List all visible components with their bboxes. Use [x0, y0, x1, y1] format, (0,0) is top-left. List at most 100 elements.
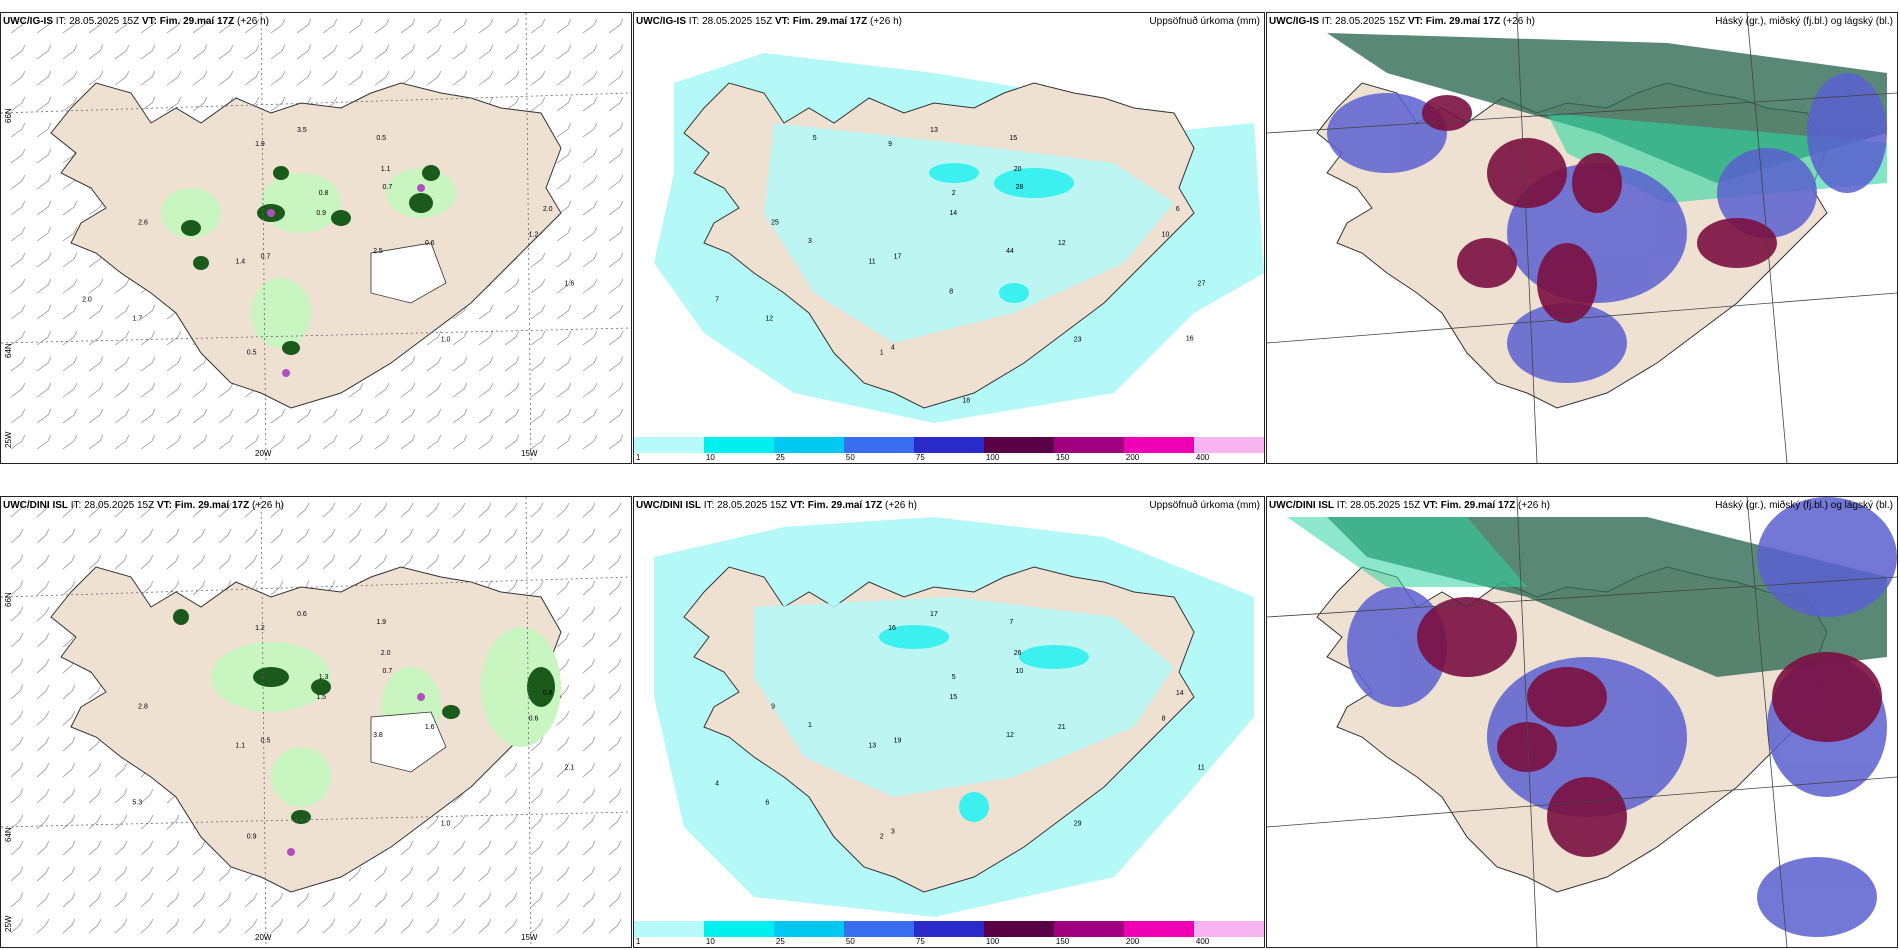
wind-barb — [348, 528, 362, 544]
wind-barb — [426, 502, 440, 518]
wind-barb — [348, 554, 362, 570]
wind-barb — [608, 502, 622, 518]
wind-barb — [10, 174, 26, 190]
colorbar-swatch — [1054, 437, 1125, 453]
wind-barb — [244, 892, 258, 908]
wind-barb — [530, 840, 544, 856]
value-label: 1.1 — [235, 743, 245, 750]
wind-barb — [608, 580, 622, 596]
wind-barb — [36, 840, 50, 856]
low-cloud-patches — [1417, 597, 1882, 857]
value-label: 0.7 — [261, 253, 271, 260]
wind-barb — [166, 814, 180, 830]
wind-barb — [270, 96, 286, 112]
wind-barb — [582, 96, 598, 112]
wind-barb — [88, 278, 104, 294]
value-label: 1.7 — [132, 315, 142, 322]
colorbar-swatch — [1193, 437, 1264, 453]
wind-barb — [140, 840, 154, 856]
value-label: 1 — [880, 350, 884, 357]
wind-barb — [608, 304, 624, 320]
wind-barb — [166, 918, 180, 934]
colorbar-swatch — [913, 921, 985, 937]
colorbar-tick-label: 1 — [635, 937, 641, 946]
graticule — [1267, 13, 1897, 463]
wind-barb — [218, 528, 232, 544]
wind-barb — [10, 814, 24, 830]
wind-barb — [478, 528, 492, 544]
low-cloud-patches — [1422, 95, 1777, 323]
panel-title: UWC/DINI ISL IT: 28.05.2025 15Z VT: Fim.… — [3, 500, 284, 511]
value-label: 9 — [771, 703, 775, 710]
wind-barb — [270, 434, 286, 450]
wind-barb — [36, 200, 52, 216]
wind-barb — [10, 528, 24, 544]
wind-barb — [10, 840, 24, 856]
wind-barb — [426, 18, 442, 34]
wind-barb — [62, 710, 76, 726]
wind-barb — [400, 502, 414, 518]
wind-barb — [608, 96, 624, 112]
wind-barb — [114, 278, 130, 294]
precip-blobs-dark — [173, 609, 555, 824]
value-label: 12 — [765, 315, 773, 322]
wind-barb — [36, 892, 50, 908]
precip-heavy — [929, 163, 1074, 303]
wind-barb — [452, 330, 468, 346]
wind-barb — [36, 122, 52, 138]
wind-barb — [36, 814, 50, 830]
value-label: 15 — [949, 694, 957, 701]
wind-barb — [608, 606, 622, 622]
wind-barb — [608, 632, 622, 648]
colorbar-tick-label: 150 — [1055, 453, 1070, 462]
wind-barb — [582, 658, 596, 674]
wind-barb — [62, 96, 78, 112]
wind-barb — [166, 866, 180, 882]
value-label: 8 — [1162, 716, 1166, 723]
value-label: 2 — [952, 190, 956, 197]
wind-barb — [88, 554, 102, 570]
wind-barb — [556, 502, 570, 518]
wind-barb — [452, 814, 466, 830]
wind-barb — [348, 18, 364, 34]
wind-barb — [62, 44, 78, 60]
wind-barb — [582, 200, 598, 216]
wind-barb — [608, 174, 624, 190]
wind-barb — [582, 148, 598, 164]
wind-barb — [114, 502, 128, 518]
wind-barb — [530, 278, 546, 294]
wind-barb — [348, 866, 362, 882]
wind-barb — [88, 866, 102, 882]
wind-barb — [36, 304, 52, 320]
value-label: 3.8 — [373, 732, 383, 739]
wind-barb — [608, 866, 622, 882]
map-clouds-dini — [1267, 497, 1897, 947]
wind-barb — [10, 96, 26, 112]
wind-barb — [218, 918, 232, 934]
value-label: 2 — [880, 834, 884, 841]
wind-barb — [192, 408, 208, 424]
field-label: Uppsöfnuð úrkoma (mm) — [1149, 16, 1260, 27]
wind-barb — [478, 502, 492, 518]
wind-barb — [62, 502, 76, 518]
wind-barb — [88, 840, 102, 856]
wind-barb — [192, 96, 208, 112]
wind-barb — [36, 252, 52, 268]
wind-barb — [348, 918, 362, 934]
wind-barb — [582, 304, 598, 320]
wind-barb — [452, 892, 466, 908]
wind-barb — [556, 70, 572, 86]
wind-barb — [62, 814, 76, 830]
wind-barb — [582, 580, 596, 596]
wind-barb — [582, 736, 596, 752]
wind-barb — [478, 554, 492, 570]
graticule — [1, 13, 631, 463]
value-label: 15 — [1009, 135, 1017, 142]
wind-barb — [88, 304, 104, 320]
wind-barb — [140, 356, 156, 372]
wind-barb — [400, 434, 416, 450]
wind-barb — [62, 382, 78, 398]
wind-barb — [296, 918, 310, 934]
wind-barb — [192, 356, 208, 372]
wind-barb — [322, 554, 336, 570]
